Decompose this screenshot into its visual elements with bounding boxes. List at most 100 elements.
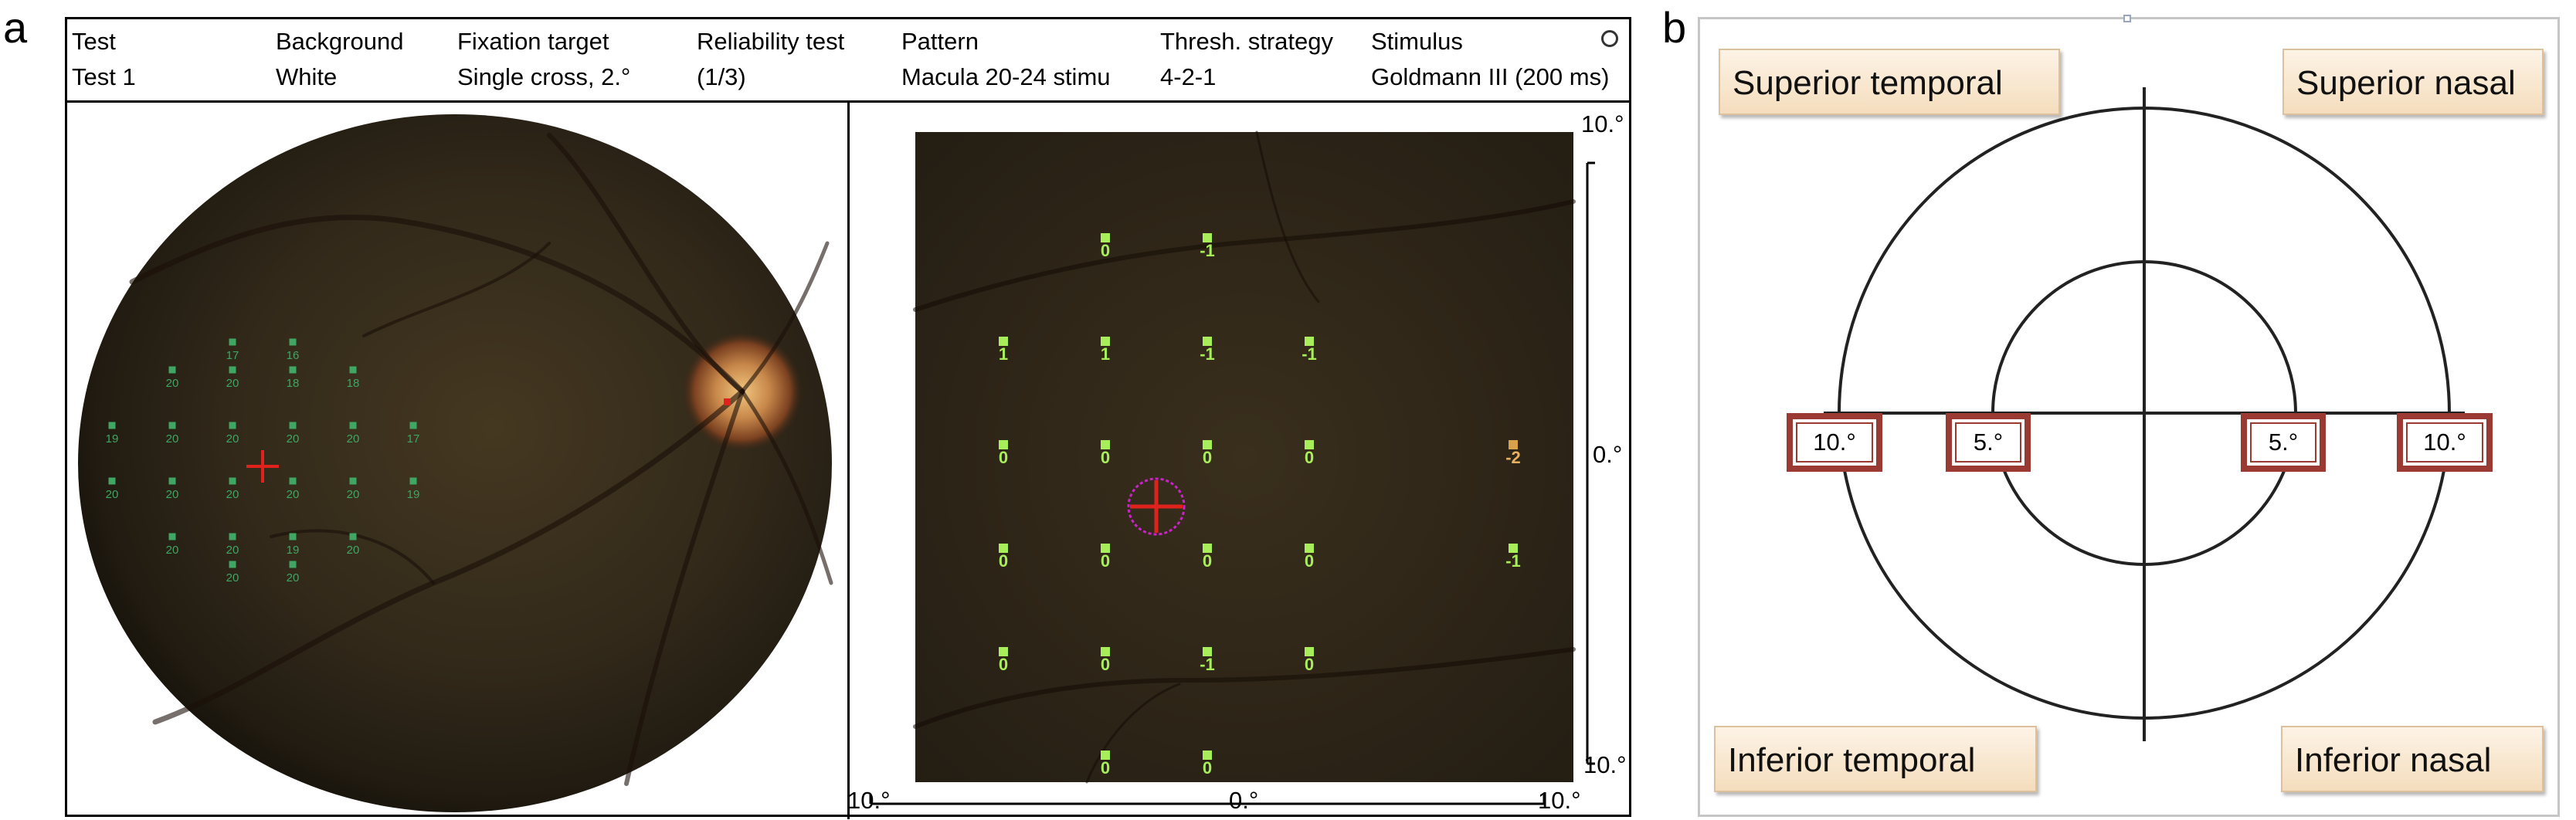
eccentricity-label: 5.° xyxy=(1946,413,2031,472)
stimulus-value: 20 xyxy=(226,488,239,501)
stimulus-point: 19 xyxy=(407,477,419,501)
stimulus-point: -1 xyxy=(1200,337,1215,364)
stimulus-value: 20 xyxy=(166,377,179,390)
stimulus-value: 20 xyxy=(226,571,239,585)
fundus-image xyxy=(78,114,832,812)
stimulus-marker xyxy=(1101,440,1110,449)
stimulus-point: 0 xyxy=(1203,751,1212,778)
eccentricity-label: 10.° xyxy=(1787,413,1882,472)
axis-tick-label: 10.° xyxy=(847,787,891,814)
stimulus-point: 20 xyxy=(106,477,119,501)
stimulus-point: 20 xyxy=(347,422,359,446)
stimulus-value: 0 xyxy=(1101,241,1110,260)
stimulus-point: 0 xyxy=(1203,544,1212,571)
stimulus-value: 0 xyxy=(1101,655,1110,674)
stimulus-marker xyxy=(349,477,357,485)
header-label: Pattern xyxy=(901,28,979,55)
stimulus-value: 0 xyxy=(999,448,1008,467)
stimulus-marker xyxy=(1101,751,1110,760)
stimulus-value: 0 xyxy=(1203,758,1212,778)
header-col-pattern: Pattern Macula 20-24 stimu xyxy=(901,24,1111,95)
stimulus-point: 20 xyxy=(347,533,359,557)
stimulus-value: -1 xyxy=(1200,241,1215,260)
stimulus-point: 20 xyxy=(226,561,239,585)
stimulus-value: 19 xyxy=(287,544,300,557)
stimulus-point: 16 xyxy=(287,338,299,362)
stimulus-point: 20 xyxy=(347,477,359,501)
stimulus-value: 20 xyxy=(287,571,300,585)
stimulus-point: -1 xyxy=(1200,233,1215,260)
stimulus-marker xyxy=(1305,544,1314,553)
stimulus-marker xyxy=(1203,751,1212,760)
stimulus-point: 18 xyxy=(347,366,359,390)
header-label: Test xyxy=(72,28,116,55)
quadrant-label-inferior-temporal: Inferior temporal xyxy=(1714,726,2037,792)
stimulus-value: 0 xyxy=(1203,448,1212,467)
microperimetry-panel: Test Test 1 Background White Fixation ta… xyxy=(65,17,1631,819)
header-col-test: Test Test 1 xyxy=(72,24,136,95)
stimulus-marker xyxy=(1203,647,1212,656)
stimulus-value: 0 xyxy=(1305,655,1314,674)
stimulus-point: 0 xyxy=(1101,751,1110,778)
header-col-fixation: Fixation target Single cross, 2.° xyxy=(457,24,630,95)
stimulus-point: 20 xyxy=(226,366,239,390)
header-label: Fixation target xyxy=(457,28,609,55)
stimulus-marker xyxy=(289,477,297,485)
stimulus-point: 1 xyxy=(1101,337,1110,364)
stimulus-value: -1 xyxy=(1505,551,1521,571)
stimulus-marker xyxy=(229,477,236,485)
axis-tick-label: 0.° xyxy=(1229,787,1259,814)
stimulus-value: 1 xyxy=(999,344,1008,364)
axis-tick-label: 10.° xyxy=(1583,751,1627,778)
vertical-axis xyxy=(1586,161,1595,765)
header-col-strategy: Thresh. strategy 4-2-1 xyxy=(1160,24,1333,95)
stimulus-value: -1 xyxy=(1200,655,1215,674)
stimulus-marker xyxy=(289,533,297,540)
stimulus-marker xyxy=(999,440,1008,449)
stimulus-point: 0 xyxy=(1101,544,1110,571)
stimulus-point: 19 xyxy=(287,533,300,557)
stimulus-point: 20 xyxy=(287,477,299,501)
stimulus-marker xyxy=(168,422,176,429)
blind-spot-marker xyxy=(724,398,731,405)
panel-label-b: b xyxy=(1662,3,1687,52)
stimulus-value: 0 xyxy=(1203,551,1212,571)
stimulus-point: 0 xyxy=(1101,233,1110,260)
header-value: Single cross, 2.° xyxy=(457,63,631,90)
stimulus-value: 20 xyxy=(226,432,239,446)
stimulus-value: 20 xyxy=(166,488,179,501)
header-col-reliability: Reliability test (1/3) xyxy=(697,24,844,95)
stimulus-point: 0 xyxy=(1203,440,1212,467)
stimulus-marker xyxy=(409,422,417,429)
stimulus-value: 18 xyxy=(287,377,300,390)
stimulus-marker xyxy=(168,366,176,374)
stimulus-point: 20 xyxy=(166,477,179,501)
test-info-header: Test Test 1 Background White Fixation ta… xyxy=(67,19,1629,103)
stimulus-point: 20 xyxy=(226,533,239,557)
stimulus-value: 20 xyxy=(166,544,179,557)
stimulus-marker xyxy=(349,422,357,429)
axis-tick-label: 10.° xyxy=(1581,110,1624,137)
header-value: White xyxy=(276,63,338,90)
axis-tick-label: 0.° xyxy=(1593,441,1623,468)
stimulus-marker xyxy=(1203,544,1212,553)
stimulus-value: 1 xyxy=(1101,344,1110,364)
stimulus-value: 0 xyxy=(1101,448,1110,467)
stimulus-value: 20 xyxy=(226,377,239,390)
quadrant-label-superior-nasal: Superior nasal xyxy=(2282,49,2544,115)
header-value: 4-2-1 xyxy=(1160,63,1217,90)
stimulus-value: 19 xyxy=(106,432,119,446)
stimulus-marker xyxy=(1509,440,1518,449)
stimulus-marker xyxy=(289,366,297,374)
stimulus-point: 20 xyxy=(226,477,239,501)
stimulus-value: 20 xyxy=(106,488,119,501)
stimulus-marker xyxy=(289,422,297,429)
stimulus-point: 0 xyxy=(1305,544,1314,571)
stimulus-point: 19 xyxy=(106,422,119,446)
stimulus-marker xyxy=(1101,647,1110,656)
stimulus-point: -2 xyxy=(1505,440,1521,467)
stimulus-point: 20 xyxy=(287,422,299,446)
fixation-cross-icon xyxy=(1130,480,1183,533)
header-label: Background xyxy=(276,28,404,55)
